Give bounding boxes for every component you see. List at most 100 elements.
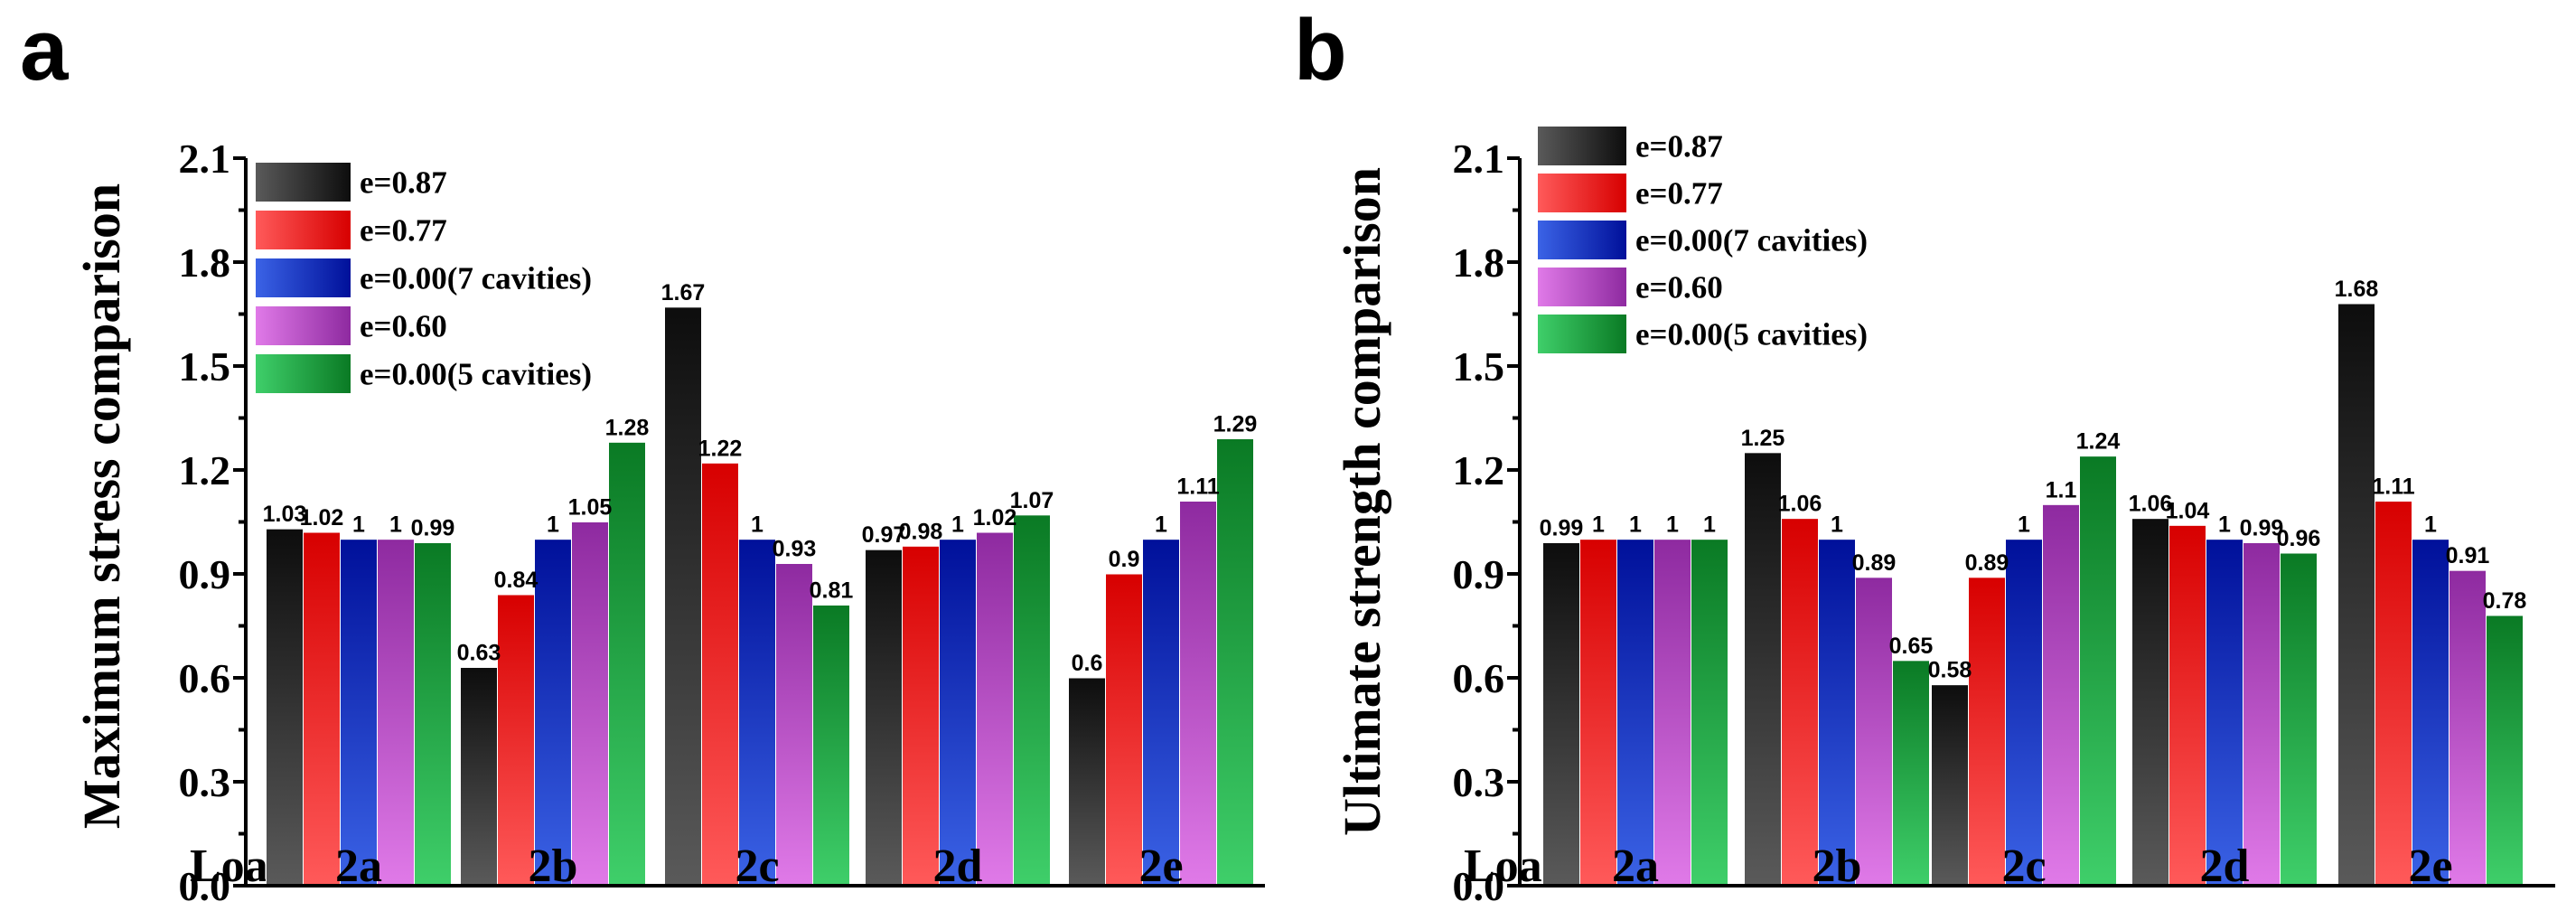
data-label: 0.96 bbox=[2277, 526, 2321, 551]
legend-label-5: e=0.00(5 cavities) bbox=[1635, 317, 1868, 352]
y-tick-label: 1.8 bbox=[179, 239, 231, 286]
y-tick-label: 0.9 bbox=[1453, 551, 1505, 597]
bar-2a-series-2 bbox=[1579, 539, 1617, 887]
bar-2e-series-5 bbox=[1216, 438, 1254, 887]
panel-a-letter: a bbox=[20, 2, 69, 99]
data-label: 0.63 bbox=[457, 641, 501, 666]
bar-2e-series-4 bbox=[2449, 569, 2487, 887]
panel-b-bars bbox=[1542, 303, 2524, 887]
bar-2d-series-4 bbox=[976, 531, 1014, 887]
legend-swatch-3 bbox=[256, 258, 351, 297]
bar-2a-series-3 bbox=[1616, 539, 1654, 887]
data-label: 1 bbox=[547, 512, 559, 538]
data-label: 0.78 bbox=[2483, 588, 2527, 614]
data-label: 1.02 bbox=[973, 505, 1017, 531]
bar-2c-series-2 bbox=[1968, 577, 2006, 887]
legend-label-2: e=0.77 bbox=[1635, 176, 1723, 211]
panel-b-category-labels: 2a 2b 2c 2d 2e bbox=[1612, 841, 2453, 892]
panel-a-axes bbox=[244, 158, 1265, 888]
data-label: 0.58 bbox=[1928, 658, 1972, 683]
panel-b-data-labels: 0.99 1 1 1 11.251.0610.890.650.580.8911.11.2… bbox=[1540, 277, 2527, 683]
bar-2b-series-2 bbox=[497, 594, 535, 887]
data-label: 1.22 bbox=[698, 436, 743, 461]
data-label: 0.99 bbox=[411, 516, 455, 541]
data-label: 0.89 bbox=[1852, 550, 1897, 576]
bar-2c-series-5 bbox=[2079, 456, 2117, 887]
data-label: 1.05 bbox=[568, 495, 613, 521]
legend-label-2: e=0.77 bbox=[360, 213, 447, 249]
y-tick-label: 1.5 bbox=[1453, 343, 1505, 390]
bar-2e-series-1 bbox=[2337, 303, 2375, 887]
data-label: 1.02 bbox=[300, 505, 344, 531]
data-label: 1.07 bbox=[1010, 488, 1054, 513]
bar-2a-series-5 bbox=[414, 542, 452, 887]
data-label: 0.6 bbox=[1072, 651, 1103, 676]
bar-2d-series-1 bbox=[865, 549, 903, 887]
bar-2c-series-3 bbox=[738, 539, 776, 887]
panel-a-category-labels: 2a 2b 2c 2d 2e bbox=[335, 841, 1184, 892]
panel-a-bars bbox=[266, 306, 1254, 887]
bar-2b-series-5 bbox=[1892, 660, 1930, 887]
panel-b-y-axis-title: Ultimate strength comparison bbox=[1333, 167, 1391, 836]
panel-a-y-axis-title: Maximum stress comparison bbox=[72, 183, 131, 829]
bar-2c-series-2 bbox=[701, 462, 739, 887]
panel-b-axes bbox=[1518, 158, 2555, 888]
data-label: 1 bbox=[389, 512, 402, 538]
bar-2d-series-3 bbox=[2206, 539, 2243, 887]
data-label: 1.24 bbox=[2076, 429, 2121, 455]
category-label-2b: 2b bbox=[1813, 841, 1862, 892]
category-label-2d: 2d bbox=[933, 841, 983, 892]
bar-2b-series-1 bbox=[1744, 452, 1782, 887]
bar-2c-series-4 bbox=[775, 563, 813, 887]
bar-2a-series-1 bbox=[266, 528, 304, 887]
data-label: 1.1 bbox=[2046, 477, 2077, 502]
legend-swatch-3 bbox=[1538, 221, 1626, 259]
bar-2e-series-5 bbox=[2486, 615, 2524, 887]
bar-2e-series-2 bbox=[1105, 573, 1143, 887]
y-tick-label: 2.1 bbox=[179, 136, 231, 182]
legend-swatch-1 bbox=[1538, 127, 1626, 165]
panel-b-y-ticks: 0.0 0.3 0.6 0.9 1.2 1.5 1.8 2.1 bbox=[1453, 136, 1520, 909]
data-label: 1.29 bbox=[1213, 412, 1258, 437]
bar-2e-series-4 bbox=[1179, 501, 1217, 887]
panel-a-legend: e=0.87 e=0.77 e=0.00(7 cavities) e=0.60 e=0.… bbox=[256, 163, 592, 393]
bar-2b-series-3 bbox=[534, 539, 572, 887]
bar-2e-series-1 bbox=[1068, 677, 1106, 887]
bar-2b-series-1 bbox=[460, 667, 498, 887]
data-label: 1.67 bbox=[661, 280, 706, 305]
panel-a-data-labels: 1.031.02 1 1 0.990.630.8411.051.281.671.221… bbox=[263, 280, 1258, 676]
legend-swatch-2 bbox=[1538, 174, 1626, 212]
bar-2c-series-1 bbox=[1931, 684, 1969, 887]
y-tick-label: 0.9 bbox=[179, 551, 231, 597]
y-tick-label: 1.5 bbox=[179, 343, 231, 390]
data-label: 1.06 bbox=[1778, 492, 1822, 517]
data-label: 1.11 bbox=[2372, 474, 2414, 500]
data-label: 0.98 bbox=[899, 519, 943, 544]
bar-2d-series-4 bbox=[2243, 542, 2281, 887]
data-label: 1 bbox=[1666, 512, 1679, 538]
legend-swatch-4 bbox=[1538, 268, 1626, 306]
y-tick-label: 1.2 bbox=[179, 447, 231, 493]
legend-label-3: e=0.00(7 cavities) bbox=[1635, 223, 1868, 258]
y-tick-label: 0.0 bbox=[1453, 863, 1505, 909]
legend-swatch-5 bbox=[1538, 315, 1626, 353]
data-label: 0.84 bbox=[494, 568, 539, 593]
bar-2d-series-5 bbox=[1013, 514, 1051, 887]
legend-label-4: e=0.60 bbox=[360, 309, 447, 344]
bar-2a-series-3 bbox=[340, 539, 378, 887]
bar-2c-series-4 bbox=[2042, 503, 2080, 887]
category-label-2a: 2a bbox=[1612, 841, 1659, 892]
legend-label-5: e=0.00(5 cavities) bbox=[360, 357, 592, 392]
panel-b-legend: e=0.87 e=0.77 e=0.00(7 cavities) e=0.60 e=0.… bbox=[1538, 127, 1868, 353]
data-label: 1 bbox=[2218, 512, 2231, 538]
y-tick-label: 1.2 bbox=[1453, 447, 1505, 493]
data-label: 0.65 bbox=[1889, 634, 1934, 659]
bar-2b-series-4 bbox=[571, 521, 609, 887]
y-tick-label: 1.8 bbox=[1453, 239, 1505, 286]
bar-2b-series-4 bbox=[1855, 577, 1893, 887]
legend-swatch-5 bbox=[256, 354, 351, 393]
category-label-2a: 2a bbox=[335, 841, 382, 892]
data-label: 0.91 bbox=[2446, 543, 2490, 568]
data-label: 1 bbox=[1592, 512, 1605, 538]
bar-2a-series-1 bbox=[1542, 542, 1580, 887]
